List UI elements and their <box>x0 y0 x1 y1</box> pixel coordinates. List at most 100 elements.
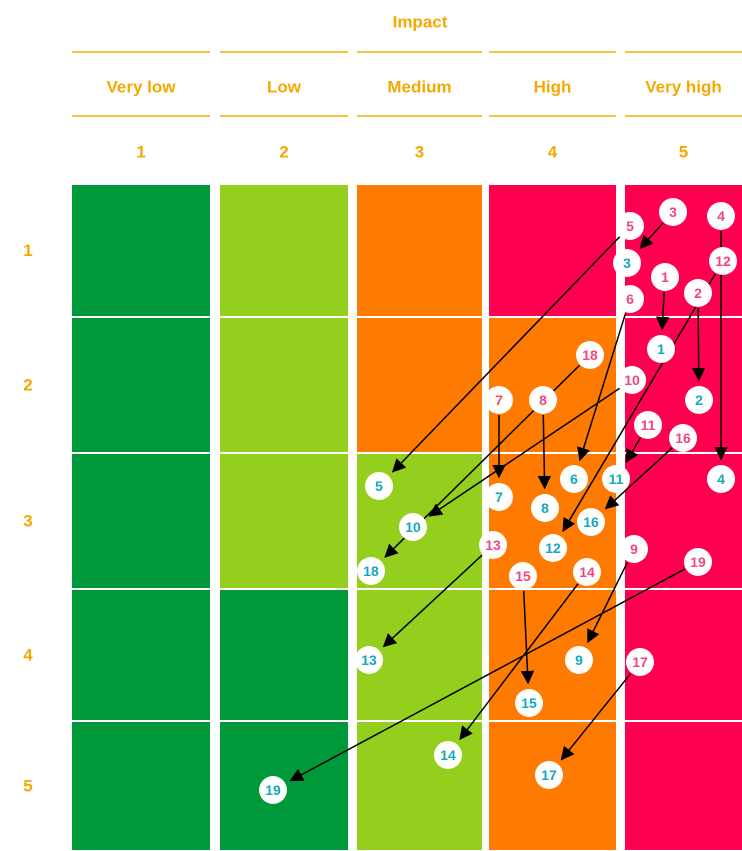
before-marker <box>659 198 687 226</box>
matrix-cell <box>220 454 348 588</box>
row-number: 5 <box>23 777 32 796</box>
row-number: 1 <box>23 241 32 260</box>
after-label: 5 <box>375 478 383 494</box>
before-label: 13 <box>485 537 501 553</box>
after-marker <box>539 534 567 562</box>
arrow <box>537 414 552 490</box>
before-marker <box>573 558 601 586</box>
before-marker <box>684 548 712 576</box>
before-label: 18 <box>582 347 598 363</box>
before-label: 16 <box>675 430 691 446</box>
after-marker <box>357 557 385 585</box>
before-marker <box>479 531 507 559</box>
before-label: 12 <box>715 253 731 269</box>
before-label: 9 <box>630 541 638 557</box>
before-label: 8 <box>539 392 547 408</box>
after-marker <box>707 465 735 493</box>
after-label: 18 <box>363 563 379 579</box>
after-label: 8 <box>541 500 549 516</box>
before-marker <box>529 386 557 414</box>
before-marker <box>669 424 697 452</box>
after-label: 4 <box>717 471 725 487</box>
after-label: 14 <box>440 747 456 763</box>
row-number: 4 <box>23 646 33 665</box>
arrow <box>560 673 632 761</box>
column-number: 2 <box>279 143 288 162</box>
before-marker <box>576 341 604 369</box>
after-marker <box>515 689 543 717</box>
before-label: 7 <box>495 392 503 408</box>
before-marker <box>634 411 662 439</box>
arrow <box>391 236 621 473</box>
matrix-cell <box>72 318 210 452</box>
before-label: 19 <box>690 554 706 570</box>
row-number: 2 <box>23 376 32 395</box>
before-label: 11 <box>641 417 656 433</box>
matrix-cell <box>357 185 482 316</box>
after-label: 1 <box>657 341 665 357</box>
before-marker <box>651 263 679 291</box>
after-label: 13 <box>361 652 377 668</box>
arrow <box>587 562 629 644</box>
before-marker <box>616 285 644 313</box>
arrow <box>459 583 579 741</box>
after-label: 7 <box>495 489 503 505</box>
after-marker <box>434 741 462 769</box>
after-label: 11 <box>609 471 624 487</box>
before-label: 14 <box>579 564 595 580</box>
before-marker <box>626 648 654 676</box>
arrow <box>520 590 535 685</box>
matrix-cell <box>72 185 210 316</box>
after-label: 17 <box>541 767 557 783</box>
after-label: 16 <box>583 514 599 530</box>
column-number: 4 <box>548 143 558 162</box>
matrix-cell <box>72 590 210 720</box>
column-label: Very high <box>645 78 722 97</box>
matrix-cell <box>220 318 348 452</box>
after-marker <box>485 483 513 511</box>
arrow <box>625 437 641 463</box>
matrix-cell <box>489 318 616 452</box>
column-label: Very low <box>107 78 177 97</box>
arrow <box>428 387 620 517</box>
column-number: 3 <box>415 143 424 162</box>
matrix-cell <box>489 185 616 316</box>
column-label: High <box>534 78 572 97</box>
impact-title: Impact <box>393 13 448 32</box>
after-marker <box>355 646 383 674</box>
after-label: 19 <box>265 782 281 798</box>
after-marker <box>613 249 641 277</box>
matrix-cell <box>357 318 482 452</box>
arrow <box>656 291 670 331</box>
matrix-cell <box>489 590 616 720</box>
before-marker <box>509 562 537 590</box>
after-label: 6 <box>570 471 578 487</box>
arrow <box>604 447 673 510</box>
after-marker <box>647 335 675 363</box>
arrow <box>639 222 664 250</box>
column-label: Medium <box>387 78 451 97</box>
before-marker <box>616 212 644 240</box>
before-label: 15 <box>515 568 531 584</box>
after-marker <box>535 761 563 789</box>
before-label: 4 <box>717 208 725 224</box>
arrow <box>691 307 706 382</box>
before-marker <box>485 386 513 414</box>
after-marker <box>602 465 630 493</box>
matrix-cell <box>72 454 210 588</box>
matrix-cell <box>357 722 482 850</box>
before-marker <box>620 535 648 563</box>
before-marker <box>709 247 737 275</box>
after-label: 2 <box>695 392 703 408</box>
after-marker <box>531 494 559 522</box>
matrix-cell <box>72 722 210 850</box>
column-label: Low <box>267 78 302 97</box>
matrix-cell <box>220 185 348 316</box>
arrow <box>382 554 483 648</box>
before-marker <box>707 202 735 230</box>
after-marker <box>365 472 393 500</box>
arrow <box>562 273 717 532</box>
before-label: 2 <box>694 285 702 301</box>
after-marker <box>560 465 588 493</box>
